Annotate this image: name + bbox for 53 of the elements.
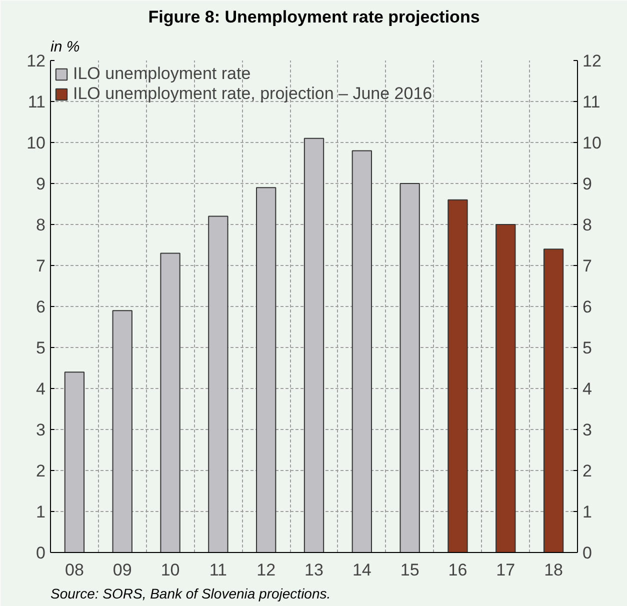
y2-tick-label: 1 bbox=[582, 502, 592, 522]
x-tick-label: 10 bbox=[160, 560, 180, 580]
y2-tick-label: 0 bbox=[582, 544, 592, 562]
bar bbox=[496, 224, 516, 552]
bar bbox=[352, 150, 372, 552]
y-tick-label: 4 bbox=[36, 380, 46, 398]
x-tick-label: 08 bbox=[65, 560, 84, 580]
y2-tick-label: 5 bbox=[582, 338, 592, 358]
y-tick-label: 9 bbox=[36, 174, 46, 194]
bar bbox=[160, 252, 180, 552]
x-tick-label: 13 bbox=[304, 560, 324, 580]
y2-tick-label: 8 bbox=[582, 216, 592, 234]
y-tick-label: 8 bbox=[36, 216, 46, 234]
y2-tick-label: 7 bbox=[582, 256, 592, 276]
bar bbox=[400, 183, 420, 552]
y2-tick-label: 12 bbox=[582, 52, 602, 70]
y-tick-label: 3 bbox=[36, 420, 46, 440]
y-tick-label: 0 bbox=[36, 544, 46, 562]
y2-tick-label: 6 bbox=[582, 298, 592, 316]
y2-tick-label: 4 bbox=[582, 380, 592, 398]
bar bbox=[64, 372, 85, 552]
x-tick-label: 09 bbox=[112, 560, 132, 580]
y-tick-label: 1 bbox=[36, 502, 46, 522]
bar bbox=[448, 199, 468, 552]
x-tick-label: 16 bbox=[448, 560, 468, 580]
x-tick-label: 12 bbox=[256, 560, 276, 580]
bar bbox=[256, 187, 276, 552]
y-tick-label: 2 bbox=[36, 462, 46, 480]
y-tick-label: 6 bbox=[36, 298, 46, 316]
y2-tick-label: 9 bbox=[582, 174, 592, 194]
legend-label: ILO unemployment rate, projection – June 2016 bbox=[73, 84, 432, 104]
x-tick-label: 14 bbox=[352, 560, 372, 580]
x-tick-label: 18 bbox=[544, 560, 564, 580]
legend-label: ILO unemployment rate bbox=[73, 64, 251, 84]
bar bbox=[208, 216, 228, 552]
y2-tick-label: 2 bbox=[582, 462, 592, 480]
bar bbox=[304, 138, 324, 552]
source-note: Source: SORS, Bank of Slovenia projections. bbox=[50, 586, 331, 602]
y2-tick-label: 3 bbox=[582, 420, 592, 440]
x-tick-label: 17 bbox=[496, 560, 516, 580]
y2-tick-label: 10 bbox=[582, 134, 602, 152]
y-tick-label: 12 bbox=[26, 52, 46, 70]
y-axis-title: in % bbox=[50, 38, 80, 56]
y2-tick-label: 11 bbox=[582, 92, 600, 112]
y-tick-label: 7 bbox=[36, 256, 46, 276]
y-tick-label: 11 bbox=[28, 92, 46, 112]
bar bbox=[543, 248, 564, 552]
y-tick-label: 5 bbox=[36, 338, 46, 358]
bar bbox=[112, 310, 132, 552]
y-tick-label: 10 bbox=[26, 134, 46, 152]
chart-title: Figure 8: Unemployment rate projections bbox=[148, 8, 480, 26]
x-tick-label: 15 bbox=[400, 560, 420, 580]
x-tick-label: 11 bbox=[209, 560, 228, 580]
